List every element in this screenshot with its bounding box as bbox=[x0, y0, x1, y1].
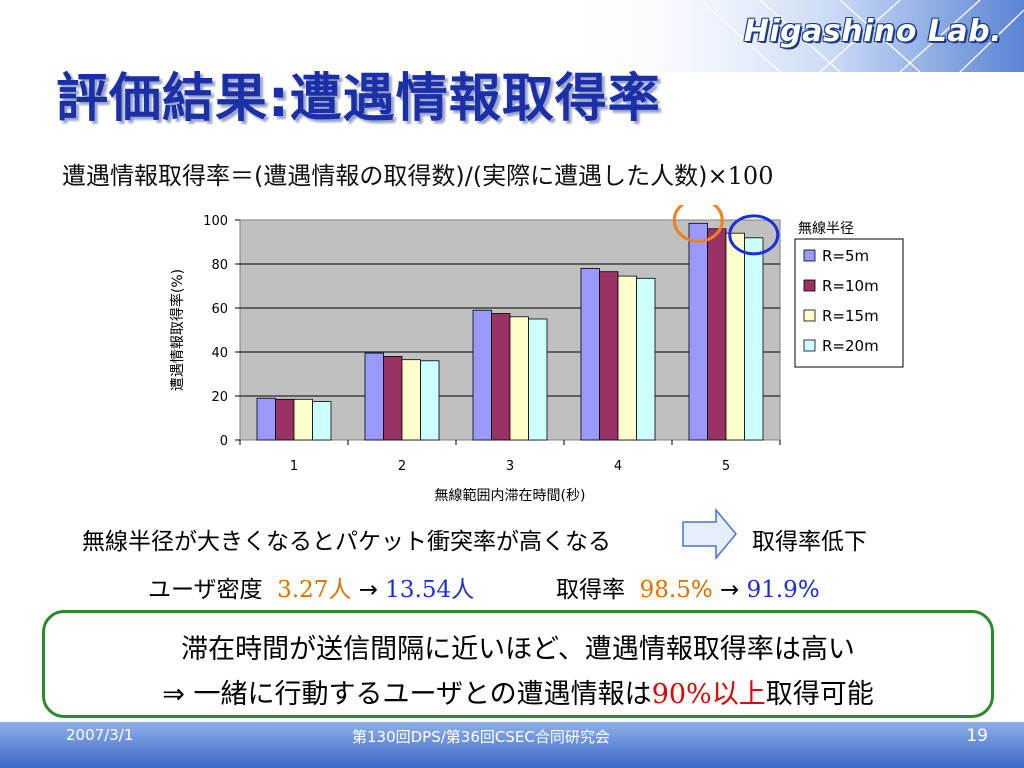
bar bbox=[744, 237, 764, 441]
formula-text: 遭遇情報取得率＝(遭遇情報の取得数)/(実際に遭遇した人数)× bbox=[62, 162, 728, 190]
summary-box: 滞在時間が送信間隔に近いほど、遭遇情報取得率は高い ⇒ 一緒に行動するユーザとの… bbox=[42, 610, 994, 718]
lab-logo: Higashino Lab. bbox=[743, 14, 1002, 49]
footer-bar: 2007/3/1 第130回DPS/第36回CSEC合同研究会 19 bbox=[0, 722, 1024, 768]
legend-label: R=20m bbox=[822, 337, 879, 355]
y-tick-label: 100 bbox=[203, 214, 228, 229]
legend-swatch bbox=[803, 279, 816, 292]
density-label: ユーザ密度 bbox=[148, 577, 263, 603]
bar bbox=[472, 309, 492, 441]
y-tick-label: 60 bbox=[211, 302, 228, 317]
bar bbox=[383, 355, 403, 441]
chart-svg: 0 20 40 60 80 100 1 2 3 4 5 無線範囲内滞在時間(秒) 遭遇情報取得率(%) 無… bbox=[169, 197, 904, 504]
note-rate: 取得率 98.5% → 91.9% bbox=[556, 570, 820, 604]
legend-swatch bbox=[803, 309, 816, 322]
legend-title: 無線半径 bbox=[798, 221, 854, 237]
rate-to-unit: % bbox=[797, 577, 820, 603]
bar-chart: 0 20 40 60 80 100 1 2 3 4 5 無線範囲内滞在時間(秒) 遭遇情報取得率(%) 無… bbox=[160, 197, 920, 515]
bar bbox=[420, 360, 440, 441]
page-number: 19 bbox=[966, 726, 988, 746]
bar bbox=[580, 268, 600, 441]
page-title: 評価結果:遭遇情報取得率 bbox=[56, 69, 661, 129]
legend-label: R=5m bbox=[822, 247, 869, 265]
density-to-unit: 人 bbox=[451, 577, 475, 603]
x-tick-label: 5 bbox=[722, 459, 730, 474]
bar bbox=[707, 228, 727, 441]
right-arrow-icon bbox=[682, 508, 737, 560]
legend-swatch bbox=[803, 339, 816, 352]
summary-line-2: ⇒ 一緒に行動するユーザとの遭遇情報は90%以上取得可能 bbox=[45, 672, 991, 711]
x-tick-label: 1 bbox=[290, 459, 298, 474]
bar bbox=[312, 401, 332, 441]
bar bbox=[617, 275, 637, 441]
bar bbox=[636, 277, 656, 441]
y-tick-label: 40 bbox=[211, 346, 228, 361]
bar bbox=[688, 222, 708, 441]
summary-suffix: 取得可能 bbox=[765, 679, 874, 710]
bar bbox=[725, 232, 745, 441]
y-tick-label: 80 bbox=[211, 258, 228, 273]
rate-from-unit: % bbox=[690, 577, 713, 603]
legend-label: R=10m bbox=[822, 277, 879, 295]
formula: 遭遇情報取得率＝(遭遇情報の取得数)/(実際に遭遇した人数)×100 bbox=[62, 156, 773, 191]
x-tick-label: 3 bbox=[506, 459, 514, 474]
bar bbox=[599, 271, 619, 441]
rate-label: 取得率 bbox=[556, 577, 625, 603]
x-axis-label: 無線範囲内滞在時間(秒) bbox=[435, 487, 586, 504]
bar bbox=[275, 398, 295, 441]
formula-number: 100 bbox=[727, 162, 774, 190]
bar bbox=[256, 397, 276, 441]
rate-arrow: → bbox=[720, 577, 740, 603]
bar bbox=[491, 313, 511, 441]
x-tick-label: 2 bbox=[398, 459, 406, 474]
rate-to: 91.9 bbox=[746, 577, 798, 603]
bar bbox=[293, 398, 313, 441]
note-result: 取得率低下 bbox=[752, 529, 867, 555]
footer-conference: 第130回DPS/第36回CSEC合同研究会 bbox=[352, 728, 610, 746]
y-tick-label: 20 bbox=[211, 390, 228, 405]
highlight-circle-blue bbox=[728, 214, 780, 256]
note-collision: 無線半径が大きくなるとパケット衝突率が高くなる bbox=[82, 529, 611, 555]
legend-label: R=15m bbox=[822, 307, 879, 325]
legend-swatch bbox=[803, 249, 816, 262]
density-from: 3.27 bbox=[277, 577, 329, 603]
summary-line-1: 滞在時間が送信間隔に近いほど、遭遇情報取得率は高い bbox=[181, 634, 855, 665]
bar bbox=[509, 316, 529, 441]
summary-prefix: ⇒ 一緒に行動するユーザとの遭遇情報は bbox=[162, 679, 652, 710]
note-density: ユーザ密度 3.27人 → 13.54人 bbox=[148, 570, 474, 604]
summary-emph: 以上 bbox=[711, 679, 766, 710]
summary-value: 90% bbox=[651, 679, 712, 710]
bar bbox=[364, 352, 384, 441]
y-axis-label: 遭遇情報取得率(%) bbox=[169, 269, 186, 391]
density-arrow: → bbox=[358, 577, 378, 603]
y-tick-label: 0 bbox=[220, 434, 228, 449]
bar bbox=[528, 318, 548, 441]
rate-from: 98.5 bbox=[639, 577, 691, 603]
bar bbox=[401, 359, 421, 441]
density-to: 13.54 bbox=[385, 577, 452, 603]
footer-date: 2007/3/1 bbox=[66, 726, 134, 744]
density-from-unit: 人 bbox=[328, 577, 352, 603]
x-tick-label: 4 bbox=[614, 459, 622, 474]
